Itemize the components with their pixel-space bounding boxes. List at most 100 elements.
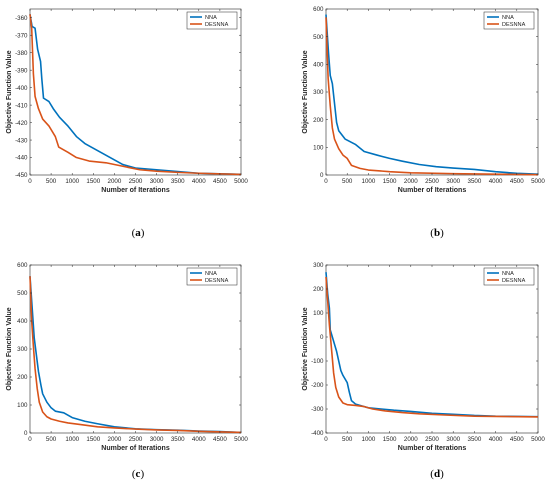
y-tick-label: 500 <box>17 290 28 297</box>
series-line-desnna <box>29 276 242 434</box>
x-tick-label: 4500 <box>213 178 227 185</box>
y-tick-label: 200 <box>17 374 28 381</box>
x-tick-label: 2500 <box>129 436 143 443</box>
legend-label-nna: NNA <box>502 271 514 277</box>
caption-open-paren: ( <box>132 468 136 480</box>
panel-caption-d: (d) <box>430 468 444 480</box>
x-tick-label: 2500 <box>129 178 143 185</box>
series-line-nna <box>325 14 539 175</box>
x-tick-label: 2000 <box>108 178 122 185</box>
series-line-desnna <box>325 276 539 418</box>
x-tick-label: 5000 <box>234 436 248 443</box>
y-tick-label: -400 <box>311 430 324 437</box>
y-tick-label: -410 <box>15 102 28 109</box>
caption-open-paren: ( <box>132 227 136 239</box>
x-tick-label: 5000 <box>531 178 545 185</box>
y-axis-label: Objective Function Value <box>6 307 13 390</box>
y-tick-label: 200 <box>313 117 324 124</box>
x-tick-label: 3000 <box>446 178 460 185</box>
caption-close-paren: ) <box>141 227 145 239</box>
panel-caption-a: (a) <box>132 227 145 239</box>
x-tick-label: 500 <box>46 178 57 185</box>
chart-panel-c: 0 500 1000 1500 2000 2500 3000 3500 4000 4500 5000… <box>6 262 248 480</box>
x-tick-label: 2000 <box>404 178 418 185</box>
y-tick-label: -100 <box>311 358 324 365</box>
y-tick-label: 300 <box>313 262 324 269</box>
plot-area-frame <box>325 8 539 176</box>
chart-panel-b: 0 500 1000 1500 2000 2500 3000 3500 4000 4500 5000… <box>302 6 545 239</box>
x-tick-label: 0 <box>324 178 328 185</box>
y-tick-label: 0 <box>320 172 324 179</box>
y-tick-label: 600 <box>17 262 28 269</box>
x-tick-label: 3500 <box>171 436 185 443</box>
x-tick-label: 2000 <box>404 436 418 443</box>
x-tick-label: 3500 <box>468 178 482 185</box>
x-tick-label: 500 <box>46 436 57 443</box>
x-tick-label: 1500 <box>383 436 397 443</box>
x-tick-label: 1000 <box>362 178 376 185</box>
y-tick-label: 100 <box>17 402 28 409</box>
caption-open-paren: ( <box>430 468 434 480</box>
y-tick-label: -400 <box>15 85 28 92</box>
x-tick-label: 0 <box>28 436 32 443</box>
x-tick-label: 2500 <box>425 178 439 185</box>
x-tick-label: 3500 <box>171 178 185 185</box>
x-axis-label: Number of Iterations <box>398 187 467 194</box>
x-tick-label: 3000 <box>150 436 164 443</box>
caption-open-paren: ( <box>430 227 434 239</box>
x-tick-label: 2500 <box>425 436 439 443</box>
y-tick-label: -200 <box>311 382 324 389</box>
caption-letter: d <box>434 468 440 480</box>
caption-close-paren: ) <box>440 468 444 480</box>
x-tick-label: 0 <box>28 178 32 185</box>
y-tick-label: -370 <box>15 32 28 39</box>
x-tick-label: 4500 <box>510 436 524 443</box>
x-axis-label: Number of Iterations <box>101 187 170 194</box>
x-axis-label: Number of Iterations <box>398 445 467 452</box>
x-tick-label: 4000 <box>489 436 503 443</box>
y-tick-label: 100 <box>313 310 324 317</box>
legend-label-nna: NNA <box>502 15 514 21</box>
legend-label-desnna: DESNNA <box>205 278 229 284</box>
chart-panel-a: 0 500 1000 1500 2000 2500 3000 3500 4000 4500 5000… <box>6 8 248 239</box>
y-tick-label: -300 <box>311 406 324 413</box>
y-tick-label: 500 <box>313 34 324 41</box>
x-tick-label: 1000 <box>65 436 79 443</box>
y-tick-label: -430 <box>15 137 28 144</box>
y-tick-label: 0 <box>320 334 324 341</box>
y-tick-label: 600 <box>313 6 324 13</box>
y-tick-label: 200 <box>313 286 324 293</box>
x-tick-label: 3500 <box>468 436 482 443</box>
panel-caption-b: (b) <box>430 227 444 239</box>
y-axis-label: Objective Function Value <box>302 50 309 133</box>
plot-area-frame <box>325 264 539 434</box>
legend-label-desnna: DESNNA <box>205 22 229 28</box>
y-tick-label: -450 <box>15 172 28 179</box>
x-tick-label: 500 <box>342 178 353 185</box>
x-tick-label: 1500 <box>383 178 397 185</box>
caption-letter: b <box>434 227 440 239</box>
x-tick-label: 1500 <box>86 436 100 443</box>
x-tick-label: 1000 <box>362 436 376 443</box>
x-tick-label: 0 <box>324 436 328 443</box>
caption-close-paren: ) <box>440 227 444 239</box>
legend-label-desnna: DESNNA <box>502 22 526 28</box>
x-tick-label: 3000 <box>150 178 164 185</box>
caption-close-paren: ) <box>140 468 144 480</box>
x-tick-label: 3000 <box>446 436 460 443</box>
x-tick-label: 4500 <box>213 436 227 443</box>
x-tick-label: 4000 <box>192 436 206 443</box>
legend-label-desnna: DESNNA <box>502 278 526 284</box>
y-tick-label: 100 <box>313 145 324 152</box>
x-tick-label: 500 <box>342 436 353 443</box>
y-axis-label: Objective Function Value <box>302 307 309 390</box>
legend-label-nna: NNA <box>205 15 217 21</box>
y-tick-label: -390 <box>15 67 28 74</box>
series-line-nna <box>29 14 242 176</box>
y-tick-label: -360 <box>15 15 28 22</box>
plot-area-frame <box>29 264 242 434</box>
series-line-nna <box>325 272 539 418</box>
x-tick-label: 5000 <box>531 436 545 443</box>
series-line-desnna <box>29 14 242 176</box>
plot-area-frame <box>29 8 242 176</box>
